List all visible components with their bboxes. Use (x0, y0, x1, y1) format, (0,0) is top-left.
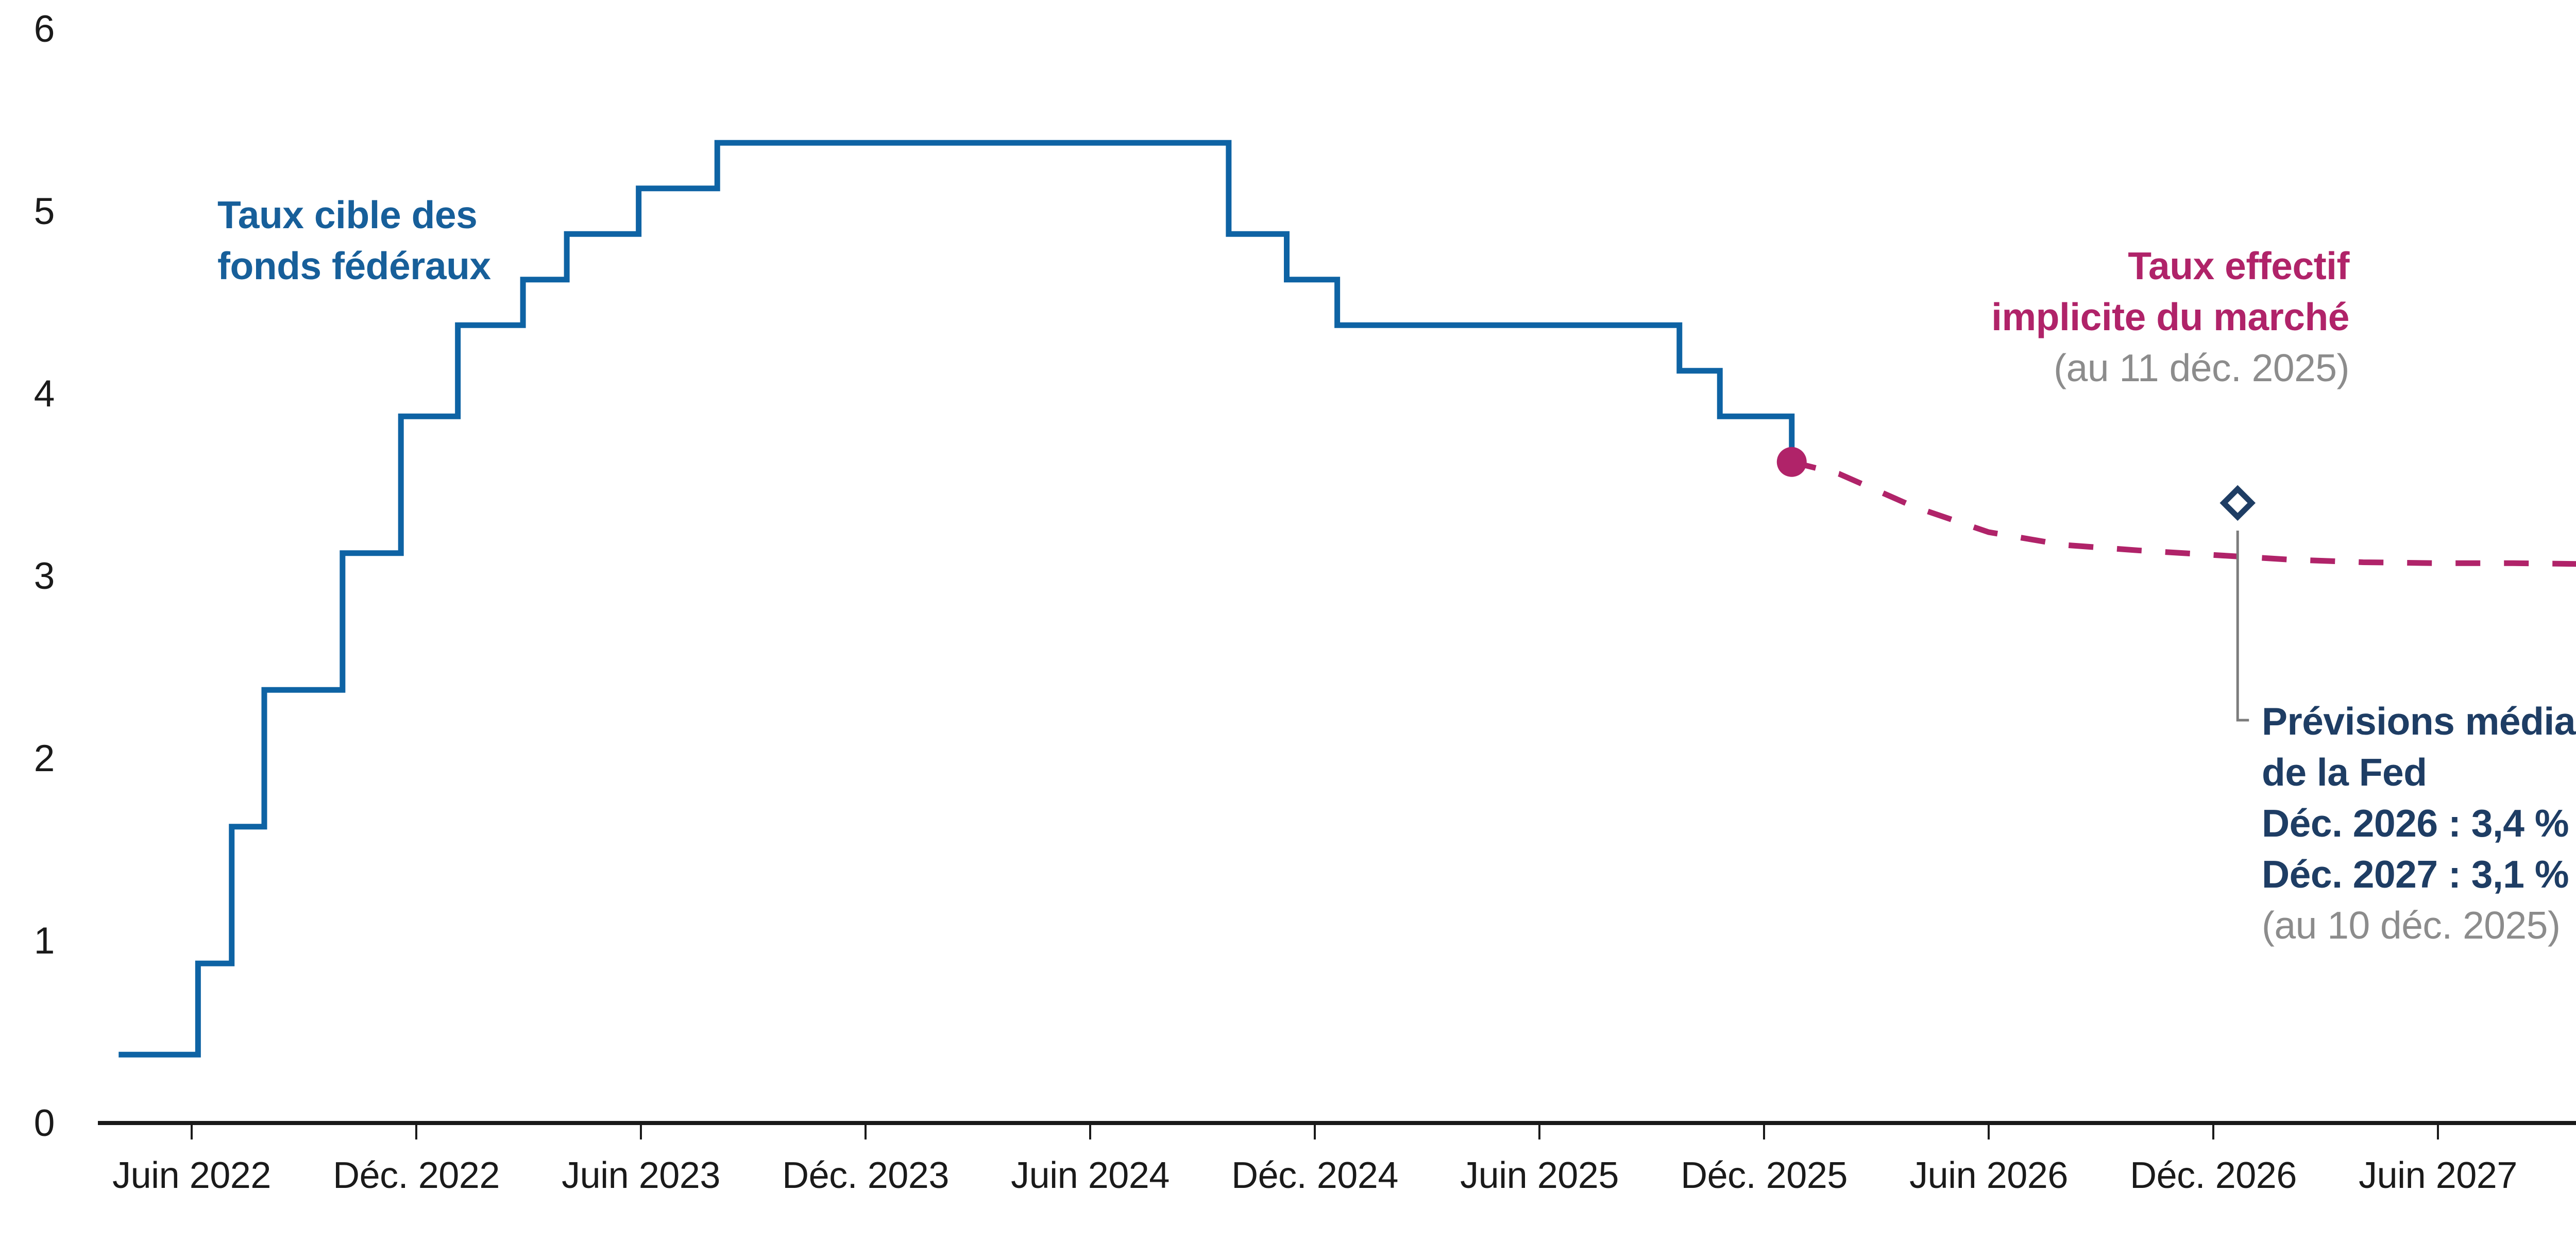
target-rate-label: Taux cible des fonds fédéraux (217, 190, 491, 292)
x-axis-label: Déc. 2022 (333, 1155, 500, 1196)
forecast-leader-line (2236, 531, 2249, 722)
fed-forecast-diamond (2219, 485, 2256, 521)
x-axis-label: Juin 2024 (1011, 1155, 1170, 1196)
x-axis-label: Déc. 2026 (2130, 1155, 2297, 1196)
y-axis-label: 4 (34, 373, 55, 415)
x-axis-label: Juin 2023 (562, 1155, 720, 1196)
market-implied-rate-label-line-2: implicite du marché (1991, 295, 2349, 338)
fed-median-forecast-value-2026: Déc. 2026 : 3,4 % (2262, 802, 2569, 845)
x-axis-label: Juin 2022 (112, 1155, 271, 1196)
x-axis-label: Déc. 2025 (1681, 1155, 1848, 1196)
y-axis-label: 6 (34, 8, 55, 50)
x-axis-label: Déc. 2024 (1231, 1155, 1398, 1196)
x-axis-label: Juin 2025 (1460, 1155, 1619, 1196)
y-axis-label: 2 (34, 738, 55, 779)
y-axis-label: 0 (34, 1102, 55, 1144)
market-implied-rate-date-note: (au 11 déc. 2025) (2054, 346, 2349, 389)
fed-funds-step-line (118, 140, 1795, 1058)
y-axis-label: 5 (34, 191, 55, 232)
fed-median-forecast-value-2027: Déc. 2027 : 3,1 % (2262, 853, 2569, 896)
market-implied-rate-label-line-1: Taux effectif (2128, 244, 2349, 287)
target-rate-label-line-1: Taux cible des (217, 193, 478, 236)
market-implied-rate-label: Taux effectif implicite du marché (au 11… (1991, 241, 2349, 394)
fed-median-forecast-title-line-2: de la Fed (2262, 751, 2427, 794)
fed-median-forecast-title-line-1: Prévisions médianes (2262, 700, 2576, 743)
x-axis-label: Déc. 2023 (782, 1155, 949, 1196)
y-axis-label: 3 (34, 555, 55, 597)
target-rate-label-line-2: fonds fédéraux (217, 244, 491, 287)
market-implied-dashed-line (1791, 459, 2576, 567)
x-axis-label: Juin 2027 (2359, 1155, 2517, 1196)
x-axis-label: Juin 2026 (1909, 1155, 2068, 1196)
fed-median-forecast-date-note: (au 10 déc. 2025) (2262, 904, 2561, 947)
current-rate-dot (1776, 447, 1807, 477)
fed-median-forecast-label: Prévisions médianes de la Fed Déc. 2026 … (2262, 696, 2576, 951)
y-axis-label: 1 (34, 920, 55, 962)
